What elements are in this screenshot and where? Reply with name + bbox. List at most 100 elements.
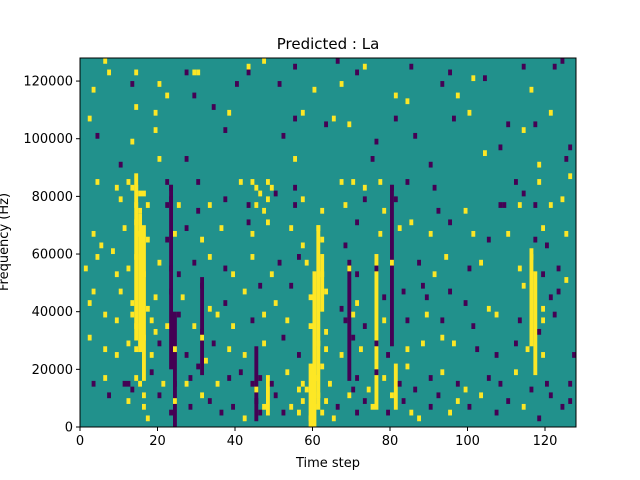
heatmap-cell — [417, 259, 422, 266]
heatmap-cell — [424, 294, 429, 301]
heatmap-cell — [107, 392, 112, 399]
heatmap-cell — [382, 317, 387, 324]
heatmap-cell — [238, 179, 243, 185]
heatmap-cell — [153, 109, 158, 116]
heatmap-cell — [207, 254, 212, 260]
heatmap-cell — [316, 392, 321, 399]
heatmap-cell — [390, 259, 394, 266]
heatmap-cell — [541, 271, 546, 278]
heatmap-cell — [281, 132, 286, 139]
heatmap-cell — [227, 109, 232, 116]
heatmap-cell — [134, 219, 139, 226]
heatmap-cell — [397, 380, 402, 387]
heatmap-cell — [300, 109, 305, 116]
heatmap-stripe — [138, 213, 143, 353]
heatmap-cell — [560, 196, 565, 203]
heatmap-cell — [467, 265, 472, 272]
x-tick-label: 20 — [149, 434, 166, 449]
heatmap-cell — [289, 282, 294, 289]
heatmap-cell — [355, 409, 360, 416]
heatmap-cell — [130, 311, 135, 318]
heatmap-cell — [320, 207, 325, 214]
heatmap-cell — [300, 398, 305, 404]
heatmap-cell — [223, 196, 228, 203]
heatmap-cell — [533, 202, 538, 208]
heatmap-cell — [130, 386, 135, 393]
heatmap-stripe — [169, 184, 174, 370]
heatmap-cell — [196, 363, 201, 370]
heatmap-cell — [568, 398, 573, 404]
heatmap-cell — [467, 109, 472, 116]
heatmap-cell — [289, 403, 294, 410]
heatmap-cell — [428, 375, 433, 381]
heatmap-cell — [114, 271, 119, 278]
heatmap-cell — [548, 109, 553, 116]
heatmap-cell — [219, 409, 224, 416]
heatmap-cell — [440, 334, 445, 341]
heatmap-cell — [568, 144, 573, 151]
heatmap-cell — [114, 317, 119, 324]
heatmap-cell — [300, 196, 305, 203]
heatmap-cell — [304, 259, 309, 266]
heatmap-cell — [207, 305, 212, 312]
heatmap-stripe — [316, 225, 321, 410]
heatmap-cell — [486, 305, 491, 312]
heatmap-cell — [483, 75, 487, 82]
heatmap-cell — [413, 132, 418, 139]
heatmap-cell — [401, 288, 406, 295]
heatmap-cell — [405, 317, 410, 324]
heatmap-cell — [192, 69, 197, 76]
heatmap-cell — [118, 161, 123, 168]
heatmap-cell — [87, 334, 92, 341]
heatmap-cell — [312, 403, 317, 410]
heatmap-cell — [242, 352, 247, 358]
heatmap-cell — [432, 184, 437, 191]
heatmap-cell — [366, 386, 371, 393]
heatmap-cell — [393, 196, 398, 203]
plot-background — [80, 58, 576, 427]
heatmap-cell — [142, 271, 146, 278]
heatmap-cell — [262, 58, 267, 64]
x-tick-label: 120 — [533, 434, 558, 449]
heatmap-cell — [153, 294, 158, 301]
heatmap-cell — [455, 398, 460, 404]
heatmap-cell — [440, 369, 445, 376]
heatmap-cell — [95, 179, 100, 185]
heatmap-cell — [393, 115, 398, 122]
y-tick-label: 20000 — [32, 363, 73, 378]
heatmap-cell — [83, 265, 88, 272]
heatmap-cell — [448, 409, 453, 416]
heatmap-stripe — [254, 346, 259, 422]
heatmap-cell — [254, 202, 259, 208]
heatmap-cell — [362, 398, 367, 404]
heatmap-cell — [254, 386, 259, 393]
heatmap-cell — [529, 254, 534, 260]
heatmap-cell — [184, 156, 189, 162]
heatmap-cell — [223, 265, 228, 272]
heatmap-cell — [405, 98, 410, 105]
heatmap-cell — [130, 184, 135, 191]
heatmap-cell — [200, 236, 205, 243]
heatmap-cell — [467, 403, 472, 410]
x-tick-label: 0 — [76, 434, 84, 449]
heatmap-cell — [215, 311, 220, 318]
heatmap-cell — [568, 380, 573, 387]
x-tick-label: 40 — [227, 434, 244, 449]
heatmap-cell — [235, 81, 239, 87]
heatmap-cell — [498, 380, 503, 387]
heatmap-cell — [134, 104, 139, 110]
heatmap-cell — [320, 236, 325, 243]
heatmap-cell — [184, 380, 189, 387]
heatmap-cell — [130, 138, 135, 145]
heatmap-cell — [529, 86, 534, 93]
heatmap-cell — [173, 346, 177, 353]
heatmap-cell — [312, 375, 317, 381]
heatmap-cell — [335, 403, 340, 410]
heatmap-cell — [204, 357, 208, 364]
heatmap-cell — [471, 323, 476, 329]
heatmap-cell — [118, 196, 123, 203]
heatmap-cell — [475, 346, 480, 353]
heatmap-cell — [409, 63, 414, 70]
heatmap-cell — [153, 127, 158, 133]
heatmap-cell — [413, 386, 418, 393]
